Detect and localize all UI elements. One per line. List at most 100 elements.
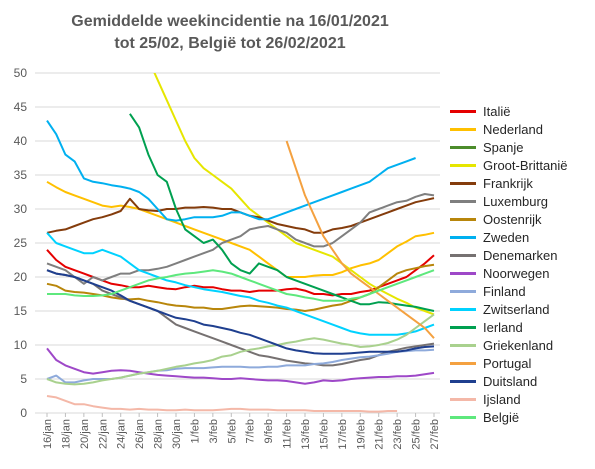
legend-swatch [450,217,476,221]
x-tick-label: 23/feb [392,419,404,450]
y-tick-label: 45 [14,100,28,114]
x-tick-label: 22/jan [97,419,109,449]
series-line-griekenland [46,313,435,386]
x-tick-label: 5/feb [226,419,238,443]
legend-swatch [450,145,476,149]
x-tick-label: 1/feb [189,419,201,443]
legend-item: Frankrijk [450,174,590,192]
legend-item: Italië [450,102,590,120]
series-line-zwitserland [46,232,435,336]
legend-label: Italië [483,103,511,119]
x-tick-label: 19/feb [355,419,367,450]
x-tick-label: 11/feb [282,419,294,449]
legend-swatch [450,199,476,203]
legend-item: Spanje [450,138,590,156]
legend-label: Zweden [483,229,530,245]
legend-swatch [450,343,476,347]
x-tick-label: 15/feb [318,419,330,450]
legend-label: Spanje [483,139,524,155]
legend-item: Oostenrijk [450,210,590,228]
legend-item: Zwitserland [450,300,590,318]
chart-title-line-2: tot 25/02, België tot 26/02/2021 [114,35,346,52]
x-tick-label: 17/feb [337,419,349,450]
x-tick-label: 21/feb [374,419,386,450]
series-line-frankrijk [46,197,435,234]
y-tick-label: 20 [14,270,28,284]
legend-swatch [450,109,476,113]
legend-item: Noorwegen [450,264,590,282]
series-line-ierland [129,113,435,312]
series-line-duitsland [46,269,435,355]
legend-label: Portugal [483,355,532,371]
series-line-luxemburg [46,193,435,285]
legend-label: Griekenland [483,337,554,353]
legend-swatch [450,127,476,131]
series-line-zweden [46,120,416,222]
x-tick-label: 27/feb [429,419,441,450]
x-tick-label: 20/jan [79,419,91,449]
series-line-nederland [46,180,435,278]
legend-swatch [450,289,476,293]
series-line-noorwegen [46,347,435,385]
y-tick-label: 30 [14,202,28,216]
legend-item: Ijsland [450,390,590,408]
legend-swatch [450,397,476,401]
legend-label: Nederland [483,121,543,137]
x-tick-label: 26/jan [134,419,146,449]
legend-swatch [450,379,476,383]
y-tick-label: 10 [14,338,28,352]
legend-item: Luxemburg [450,192,590,210]
legend-swatch [450,325,476,329]
x-tick-label: 9/feb [263,419,275,443]
legend-item: België [450,408,590,426]
legend-swatch [450,163,476,167]
legend-label: Groot-Brittanië [483,157,568,173]
legend-swatch [450,253,476,257]
x-tick-label: 24/jan [116,419,128,449]
y-tick-label: 5 [20,372,27,386]
legend-label: Ijsland [483,391,521,407]
legend-label: Duitsland [483,373,538,389]
legend-item: Griekenland [450,336,590,354]
series-line-ijsland [46,395,398,413]
legend-item: Portugal [450,354,590,372]
chart-legend: Italië Nederland Spanje Groot-Brittanië Fran… [450,102,590,426]
legend-swatch [450,307,476,311]
y-tick-label: 0 [20,406,27,420]
legend-item: Ierland [450,318,590,336]
legend-label: Frankrijk [483,175,533,191]
series-line-groot-brittanië [153,73,435,316]
legend-item: Finland [450,282,590,300]
legend-label: Denemarken [483,247,558,263]
y-tick-label: 15 [14,304,28,318]
legend-item: Duitsland [450,372,590,390]
x-tick-label: 18/jan [60,419,72,449]
y-tick-label: 50 [14,66,28,80]
legend-item: Zweden [450,228,590,246]
legend-swatch [450,235,476,239]
legend-swatch [450,361,476,365]
x-tick-label: 25/feb [411,419,423,450]
legend-label: België [483,409,520,425]
series-line-portugal [285,140,435,339]
x-tick-label: 30/jan [171,419,183,449]
legend-item: Nederland [450,120,590,138]
legend-swatch [450,415,476,419]
legend-label: Ierland [483,319,523,335]
legend-label: Luxemburg [483,193,549,209]
y-tick-label: 35 [14,168,28,182]
y-tick-label: 40 [14,134,28,148]
legend-item: Denemarken [450,246,590,264]
legend-item: Groot-Brittanië [450,156,590,174]
series-line-belgië [47,269,435,302]
legend-label: Zwitserland [483,301,550,317]
x-tick-label: 16/jan [42,419,54,449]
legend-label: Noorwegen [483,265,550,281]
legend-label: Finland [483,283,526,299]
series-line-italië [46,249,435,297]
x-tick-label: 3/feb [208,419,220,443]
legend-label: Oostenrijk [483,211,542,227]
legend-swatch [450,181,476,185]
